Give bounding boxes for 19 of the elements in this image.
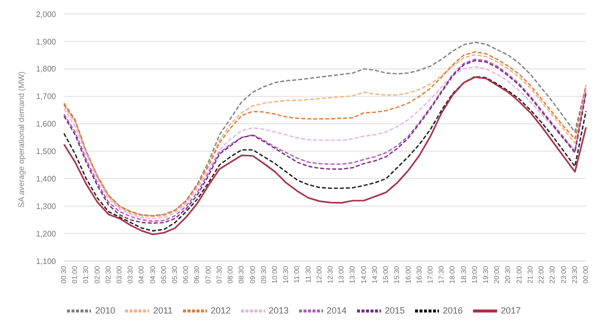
y-tick-label: 1,700: [36, 92, 57, 102]
legend-label: 2016: [442, 305, 463, 316]
y-tick-label: 1,200: [36, 229, 57, 238]
y-tick-label: 1,500: [36, 147, 57, 156]
legend-label: 2014: [326, 305, 347, 316]
y-tick-label: 1,400: [36, 174, 57, 184]
y-axis-title: SA average operational demand (MW): [16, 71, 26, 208]
legend-label: 2017: [500, 305, 521, 316]
legend-label: 2013: [268, 305, 289, 316]
legend-label: 2010: [95, 305, 116, 316]
y-tick-label: 2,000: [36, 10, 57, 19]
legend-label: 2015: [384, 305, 405, 316]
y-tick-label: 1,100: [36, 256, 57, 266]
y-tick-label: 1,300: [36, 202, 57, 211]
y-tick-label: 1,800: [36, 64, 57, 74]
y-tick-label: 1,600: [36, 120, 57, 129]
legend-label: 2012: [210, 305, 231, 316]
legend-label: 2011: [153, 305, 173, 316]
y-tick-label: 1,900: [36, 37, 57, 46]
